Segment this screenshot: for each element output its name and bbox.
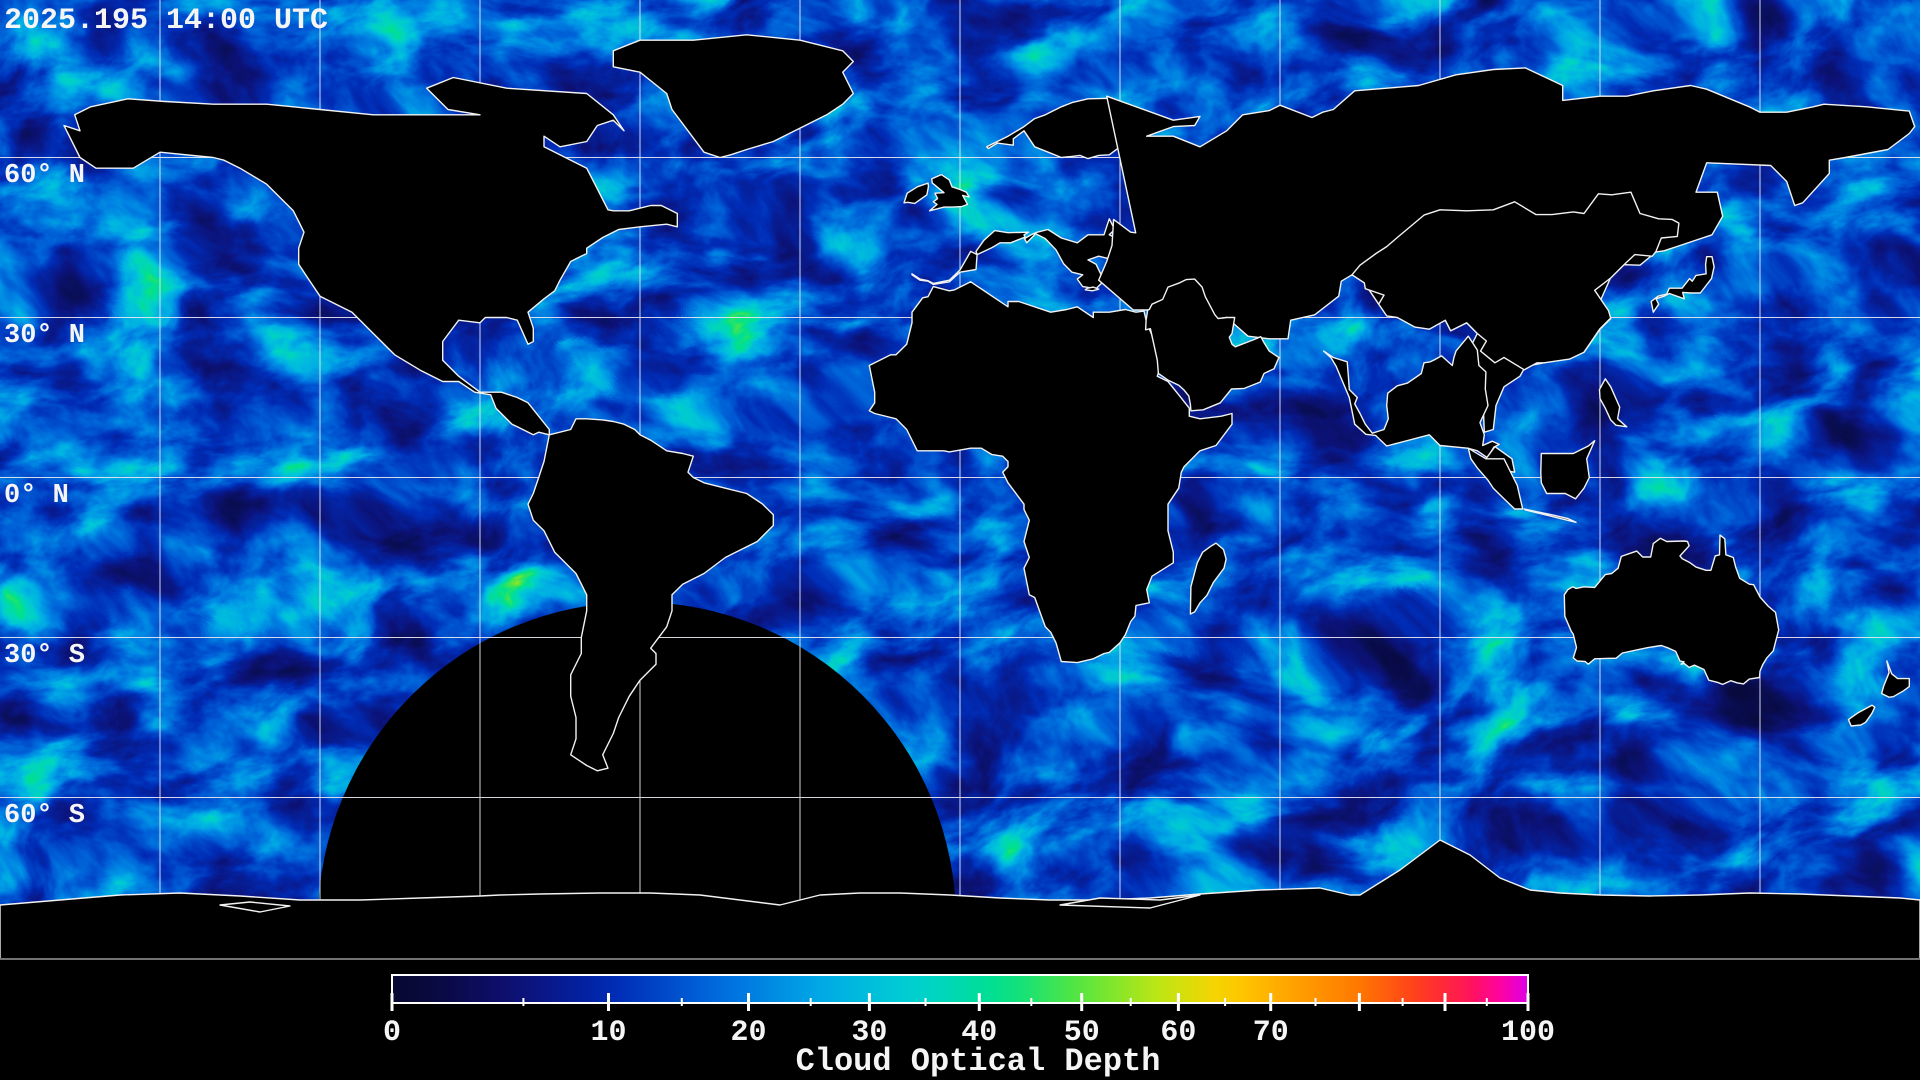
svg-text:0° N: 0° N	[4, 481, 69, 511]
svg-text:60: 60	[1160, 1016, 1196, 1050]
svg-text:60° N: 60° N	[4, 161, 85, 191]
svg-text:30° S: 30° S	[4, 641, 85, 671]
svg-text:2025.195 14:00 UTC: 2025.195 14:00 UTC	[4, 4, 328, 38]
svg-text:100: 100	[1501, 1016, 1555, 1050]
svg-text:20: 20	[730, 1016, 766, 1050]
svg-text:10: 10	[590, 1016, 626, 1050]
svg-text:30° N: 30° N	[4, 321, 85, 351]
svg-text:60° S: 60° S	[4, 801, 85, 831]
svg-text:70: 70	[1253, 1016, 1289, 1050]
svg-text:Cloud Optical Depth: Cloud Optical Depth	[796, 1043, 1161, 1080]
svg-text:0: 0	[383, 1016, 401, 1050]
